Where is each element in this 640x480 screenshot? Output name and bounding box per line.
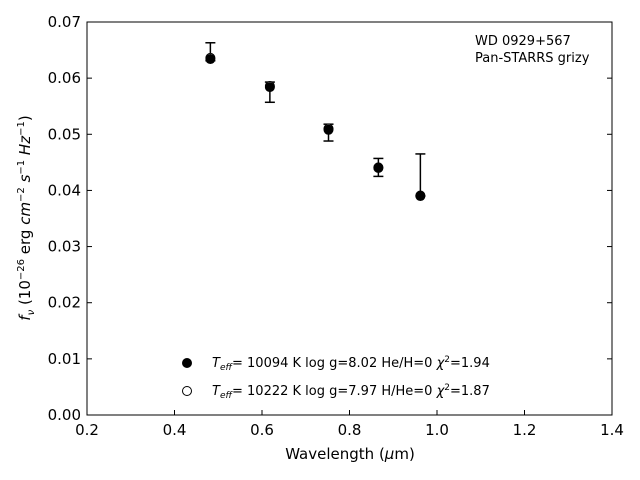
y-tick-label: 0.03 [48, 238, 81, 256]
x-tick-label: 0.4 [163, 421, 187, 439]
point-filled [415, 191, 426, 202]
y-tick-label: 0.05 [48, 125, 81, 143]
plot-area [86, 21, 613, 416]
y-tick-label: 0.07 [48, 13, 81, 31]
annotation-object: WD 0929+567 [475, 34, 571, 49]
legend: Teff= 10094 K log g=8.02 He/H=0 χ2=1.94 … [182, 355, 490, 401]
legend-label-2: Teff= 10222 K log g=7.97 H/He=0 χ2=1.87 [212, 383, 490, 401]
annotation-survey: Pan-STARRS grizy [475, 51, 590, 66]
y-axis-ticks: 0.00 0.01 0.02 0.03 0.04 0.05 0.06 0.07 [48, 13, 612, 424]
x-axis-ticks: 0.2 0.4 0.6 0.8 1.0 1.2 1.4 [75, 410, 624, 439]
y-tick-label: 0.01 [48, 350, 81, 368]
x-axis-label: Wavelength (μm) [285, 445, 415, 463]
point-filled [205, 54, 216, 65]
series-filled-circles [205, 54, 426, 202]
point-filled [323, 124, 334, 135]
point-filled [264, 82, 275, 93]
y-tick-label: 0.00 [48, 406, 81, 424]
x-tick-label: 0.2 [75, 421, 99, 439]
point-filled [373, 162, 384, 173]
legend-label-1: Teff= 10094 K log g=8.02 He/H=0 χ2=1.94 [212, 355, 490, 373]
x-tick-label: 1.4 [600, 421, 624, 439]
x-tick-label: 1.0 [425, 421, 449, 439]
svg-text:fν (10−26 erg cm−2 s−1 Hz−1): fν (10−26 erg cm−2 s−1 Hz−1) [16, 115, 37, 320]
y-axis-label: fν (10−26 erg cm−2 s−1 Hz−1) [16, 115, 37, 320]
x-tick-label: 0.6 [250, 421, 274, 439]
y-tick-label: 0.06 [48, 69, 81, 87]
y-tick-label: 0.04 [48, 181, 81, 199]
y-tick-label: 0.02 [48, 294, 81, 312]
x-tick-label: 1.2 [513, 421, 537, 439]
legend-marker-filled [182, 358, 192, 368]
legend-marker-open [182, 386, 192, 396]
x-tick-label: 0.8 [338, 421, 362, 439]
